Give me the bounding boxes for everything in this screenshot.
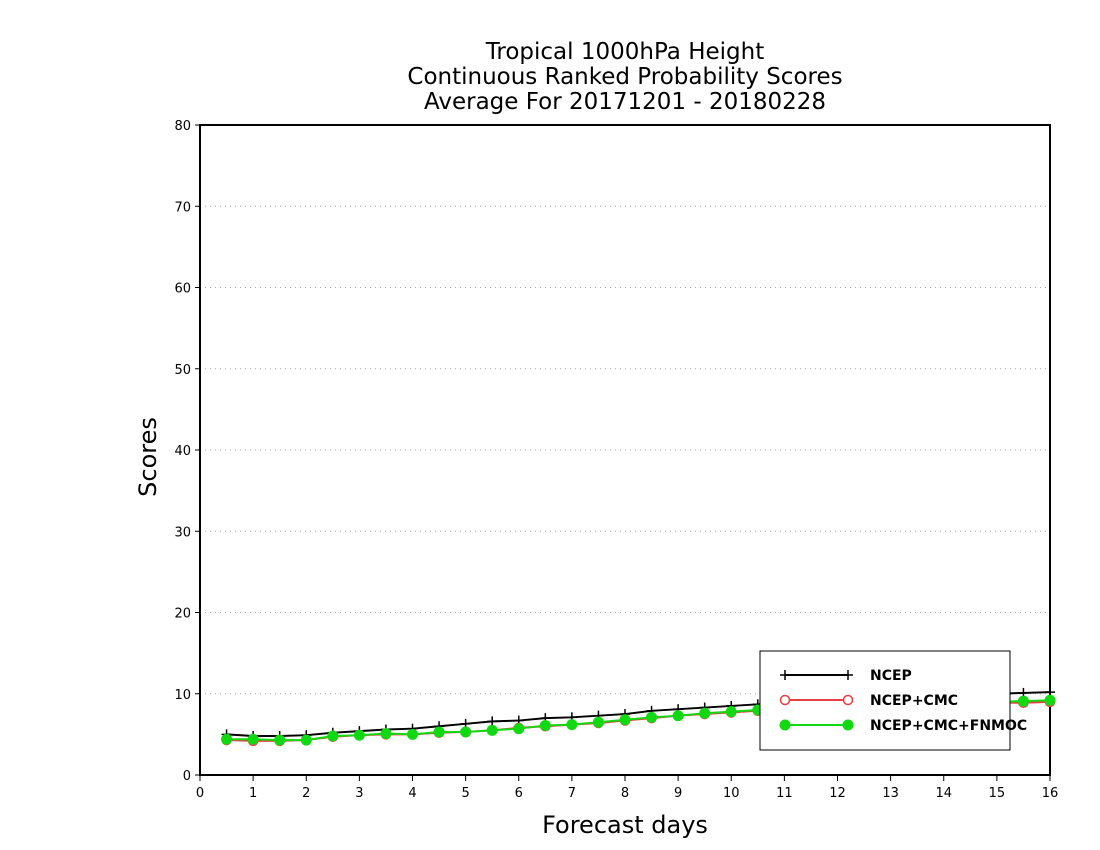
title-line: Tropical 1000hPa Height <box>485 39 765 65</box>
legend-item: NCEP+CMC+FNMOC <box>779 718 1027 734</box>
x-tick-label: 2 <box>302 786 310 801</box>
x-tick-label: 9 <box>674 786 682 801</box>
x-axis-label: Forecast days <box>542 811 708 839</box>
legend-label: NCEP+CMC+FNMOC <box>870 718 1027 734</box>
data-point <box>353 729 365 741</box>
y-tick-label: 40 <box>174 444 191 459</box>
x-tick-label: 13 <box>882 786 899 801</box>
data-point <box>247 733 259 745</box>
grid-lines <box>200 205 1050 695</box>
legend-marker <box>842 719 854 731</box>
data-point <box>460 726 472 738</box>
x-axis: 0 1 2 3 4 5 6 7 8 9 10 11 12 13 14 15 16 <box>196 775 1058 801</box>
x-tick-label: 7 <box>568 786 576 801</box>
legend-marker <box>842 694 854 706</box>
data-point <box>672 710 684 722</box>
x-tick-label: 10 <box>723 786 740 801</box>
legend-marker <box>779 719 791 731</box>
x-tick-label: 16 <box>1042 786 1059 801</box>
y-tick-label: 70 <box>174 200 191 215</box>
x-tick-label: 5 <box>461 786 469 801</box>
legend-marker <box>779 694 791 706</box>
data-point <box>380 728 392 740</box>
title-line: Average For 20171201 - 20180228 <box>424 89 826 115</box>
x-tick-label: 15 <box>989 786 1006 801</box>
legend-label: NCEP+CMC <box>870 693 958 709</box>
y-tick-label: 60 <box>174 282 191 297</box>
data-point <box>487 716 498 727</box>
y-axis-label: Scores <box>134 417 162 497</box>
data-point <box>592 716 604 728</box>
x-tick-label: 4 <box>408 786 416 801</box>
data-point <box>1044 694 1056 706</box>
x-tick-label: 1 <box>249 786 257 801</box>
y-tick-label: 20 <box>174 607 191 622</box>
data-point <box>274 734 286 746</box>
data-point <box>725 706 737 718</box>
data-point <box>300 734 312 746</box>
x-tick-label: 8 <box>621 786 629 801</box>
data-point <box>646 711 658 723</box>
data-point <box>619 714 631 726</box>
x-tick-label: 11 <box>776 786 793 801</box>
data-point <box>327 730 339 742</box>
data-point <box>221 733 233 745</box>
x-tick-label: 3 <box>355 786 363 801</box>
data-point <box>433 726 445 738</box>
data-point <box>513 723 525 735</box>
data-point <box>699 707 711 719</box>
legend-marker <box>843 670 853 680</box>
x-tick-label: 12 <box>829 786 846 801</box>
legend-marker <box>780 670 790 680</box>
data-point <box>539 719 551 731</box>
y-tick-label: 50 <box>174 363 191 378</box>
x-tick-label: 14 <box>935 786 952 801</box>
data-point <box>1017 695 1029 707</box>
data-point <box>407 728 418 740</box>
x-tick-label: 0 <box>196 786 204 801</box>
legend-item: NCEP+CMC <box>779 693 958 709</box>
y-tick-label: 0 <box>183 769 191 784</box>
legend-label: NCEP <box>870 668 912 684</box>
y-axis: 0 10 20 30 40 50 60 70 80 <box>174 119 200 784</box>
x-tick-label: 6 <box>515 786 523 801</box>
data-point <box>486 724 498 736</box>
data-point <box>566 719 578 731</box>
legend: NCEP NCEP+CMC NCEP+CMC+FNMOC <box>759 650 1027 751</box>
y-tick-label: 80 <box>174 119 191 134</box>
y-tick-label: 30 <box>174 525 191 540</box>
y-tick-label: 10 <box>174 688 191 703</box>
legend-item: NCEP <box>780 668 912 684</box>
title-line: Continuous Ranked Probability Scores <box>407 64 842 90</box>
